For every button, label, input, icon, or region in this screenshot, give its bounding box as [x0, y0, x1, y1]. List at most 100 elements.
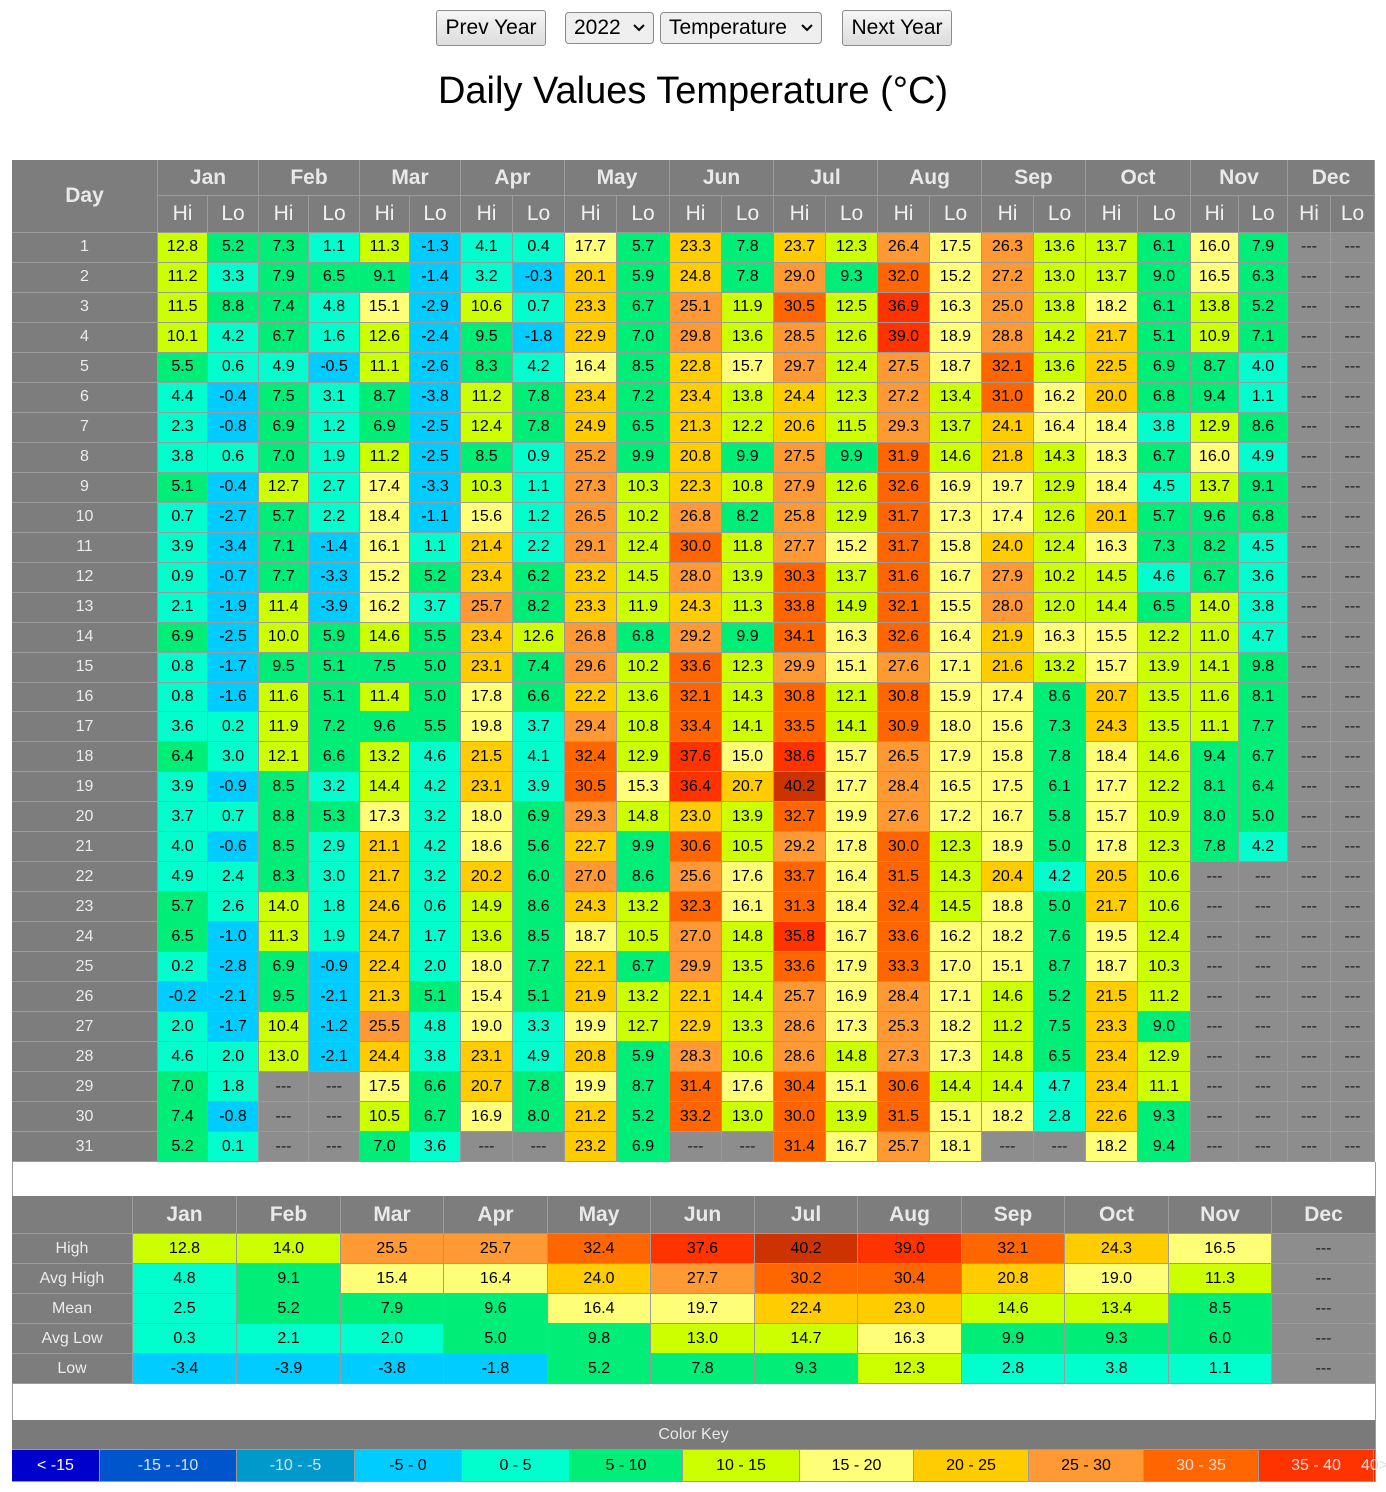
- daily-low-cell: -1.9: [208, 592, 259, 623]
- day-label: 3: [12, 292, 158, 323]
- daily-high-cell: 25.0: [982, 292, 1034, 323]
- daily-low-cell: 12.1: [826, 682, 878, 713]
- summary-value-cell: 9.1: [237, 1264, 341, 1294]
- daily-low-cell: 13.6: [1034, 233, 1086, 263]
- daily-high-cell: 30.8: [774, 682, 826, 713]
- day-label: 25: [12, 952, 158, 983]
- daily-low-cell: 18.2: [930, 1012, 982, 1043]
- daily-low-cell: 3.3: [513, 1012, 565, 1043]
- daily-low-cell: 1.1: [513, 472, 565, 503]
- year-select[interactable]: 2022: [565, 12, 654, 44]
- empty-cell: ---: [1331, 442, 1375, 473]
- daily-high-cell: 23.3: [565, 292, 617, 323]
- daily-low-cell: 3.7: [513, 712, 565, 743]
- empty-cell: ---: [1331, 352, 1375, 383]
- empty-cell: ---: [1191, 982, 1239, 1013]
- daily-low-cell: 10.5: [722, 832, 774, 863]
- daily-high-cell: 33.5: [774, 712, 826, 743]
- daily-low-cell: 13.9: [722, 562, 774, 593]
- daily-low-cell: 13.7: [826, 562, 878, 593]
- empty-cell: ---: [1331, 1072, 1375, 1103]
- daily-high-cell: 14.4: [982, 1072, 1034, 1103]
- daily-low-cell: 14.3: [722, 682, 774, 713]
- daily-low-cell: 5.0: [410, 682, 461, 713]
- daily-high-cell: 12.9: [1191, 412, 1239, 443]
- daily-low-cell: 18.9: [930, 322, 982, 353]
- hi-header: Hi: [982, 196, 1034, 233]
- daily-low-cell: 13.9: [1138, 652, 1191, 683]
- daily-low-cell: -2.5: [208, 622, 259, 653]
- daily-high-cell: 21.2: [565, 1102, 617, 1133]
- daily-high-cell: 17.5: [360, 1072, 410, 1103]
- empty-cell: ---: [722, 1132, 774, 1162]
- color-key-swatch: 40>: [1361, 1450, 1386, 1482]
- empty-cell: ---: [1288, 502, 1331, 533]
- daily-low-cell: 16.7: [930, 562, 982, 593]
- daily-low-cell: 9.3: [826, 262, 878, 293]
- daily-high-cell: 22.9: [565, 322, 617, 353]
- daily-high-cell: 24.6: [360, 892, 410, 923]
- daily-high-cell: 27.0: [565, 862, 617, 893]
- daily-high-cell: 11.2: [982, 1012, 1034, 1043]
- daily-high-cell: 22.1: [565, 952, 617, 983]
- daily-high-cell: 17.5: [982, 772, 1034, 803]
- daily-high-cell: 14.6: [360, 622, 410, 653]
- empty-cell: ---: [1191, 892, 1239, 923]
- daily-low-cell: 10.8: [722, 472, 774, 503]
- empty-cell: ---: [1331, 262, 1375, 293]
- daily-high-cell: 12.4: [461, 412, 513, 443]
- summary-value-cell: 30.4: [858, 1264, 962, 1294]
- daily-high-cell: 24.3: [565, 892, 617, 923]
- daily-high-cell: 30.6: [670, 832, 722, 863]
- hi-header: Hi: [158, 196, 208, 233]
- day-label: 11: [12, 532, 158, 563]
- prev-year-button[interactable]: Prev Year: [436, 10, 546, 46]
- daily-low-cell: -3.3: [410, 472, 461, 503]
- daily-high-cell: 23.1: [461, 1042, 513, 1073]
- daily-high-cell: 15.7: [1086, 802, 1138, 833]
- daily-low-cell: 11.2: [1138, 982, 1191, 1013]
- daily-high-cell: 14.4: [360, 772, 410, 803]
- daily-high-cell: 16.9: [461, 1102, 513, 1133]
- daily-low-cell: 13.4: [930, 382, 982, 413]
- daily-low-cell: 17.3: [930, 502, 982, 533]
- empty-cell: ---: [1331, 712, 1375, 743]
- daily-high-cell: 30.6: [878, 1072, 930, 1103]
- empty-cell: ---: [1288, 1012, 1331, 1043]
- daily-high-cell: 32.1: [670, 682, 722, 713]
- daily-low-cell: 3.1: [309, 382, 360, 413]
- daily-high-cell: 4.6: [158, 1042, 208, 1073]
- empty-cell: ---: [1288, 652, 1331, 683]
- daily-high-cell: 13.7: [1086, 233, 1138, 263]
- empty-cell: ---: [1288, 352, 1331, 383]
- daily-high-cell: 11.4: [259, 592, 309, 623]
- daily-low-cell: -2.4: [410, 322, 461, 353]
- summary-month-header: Mar: [341, 1196, 444, 1234]
- empty-cell: ---: [1331, 742, 1375, 773]
- empty-cell: ---: [1331, 1132, 1375, 1162]
- lo-header: Lo: [1138, 196, 1191, 233]
- hi-header: Hi: [565, 196, 617, 233]
- daily-high-cell: 11.1: [1191, 712, 1239, 743]
- empty-cell: ---: [1288, 682, 1331, 713]
- daily-low-cell: 3.2: [410, 802, 461, 833]
- next-year-button[interactable]: Next Year: [842, 10, 952, 46]
- daily-low-cell: 5.3: [309, 802, 360, 833]
- daily-low-cell: 9.9: [722, 442, 774, 473]
- daily-high-cell: 17.8: [1086, 832, 1138, 863]
- summary-value-cell: 15.4: [341, 1264, 444, 1294]
- daily-low-cell: 12.3: [826, 233, 878, 263]
- daily-low-cell: -2.7: [208, 502, 259, 533]
- empty-cell: ---: [1331, 772, 1375, 803]
- daily-low-cell: 11.9: [722, 292, 774, 323]
- measure-select[interactable]: Temperature: [660, 12, 822, 44]
- daily-high-cell: 23.4: [461, 562, 513, 593]
- daily-high-cell: 12.7: [259, 472, 309, 503]
- day-label: 26: [12, 982, 158, 1013]
- daily-low-cell: 16.9: [930, 472, 982, 503]
- daily-low-cell: 8.1: [1239, 682, 1288, 713]
- empty-cell: ---: [309, 1102, 360, 1133]
- daily-low-cell: 7.6: [1034, 922, 1086, 953]
- daily-low-cell: 12.6: [826, 472, 878, 503]
- empty-cell: ---: [1272, 1264, 1376, 1294]
